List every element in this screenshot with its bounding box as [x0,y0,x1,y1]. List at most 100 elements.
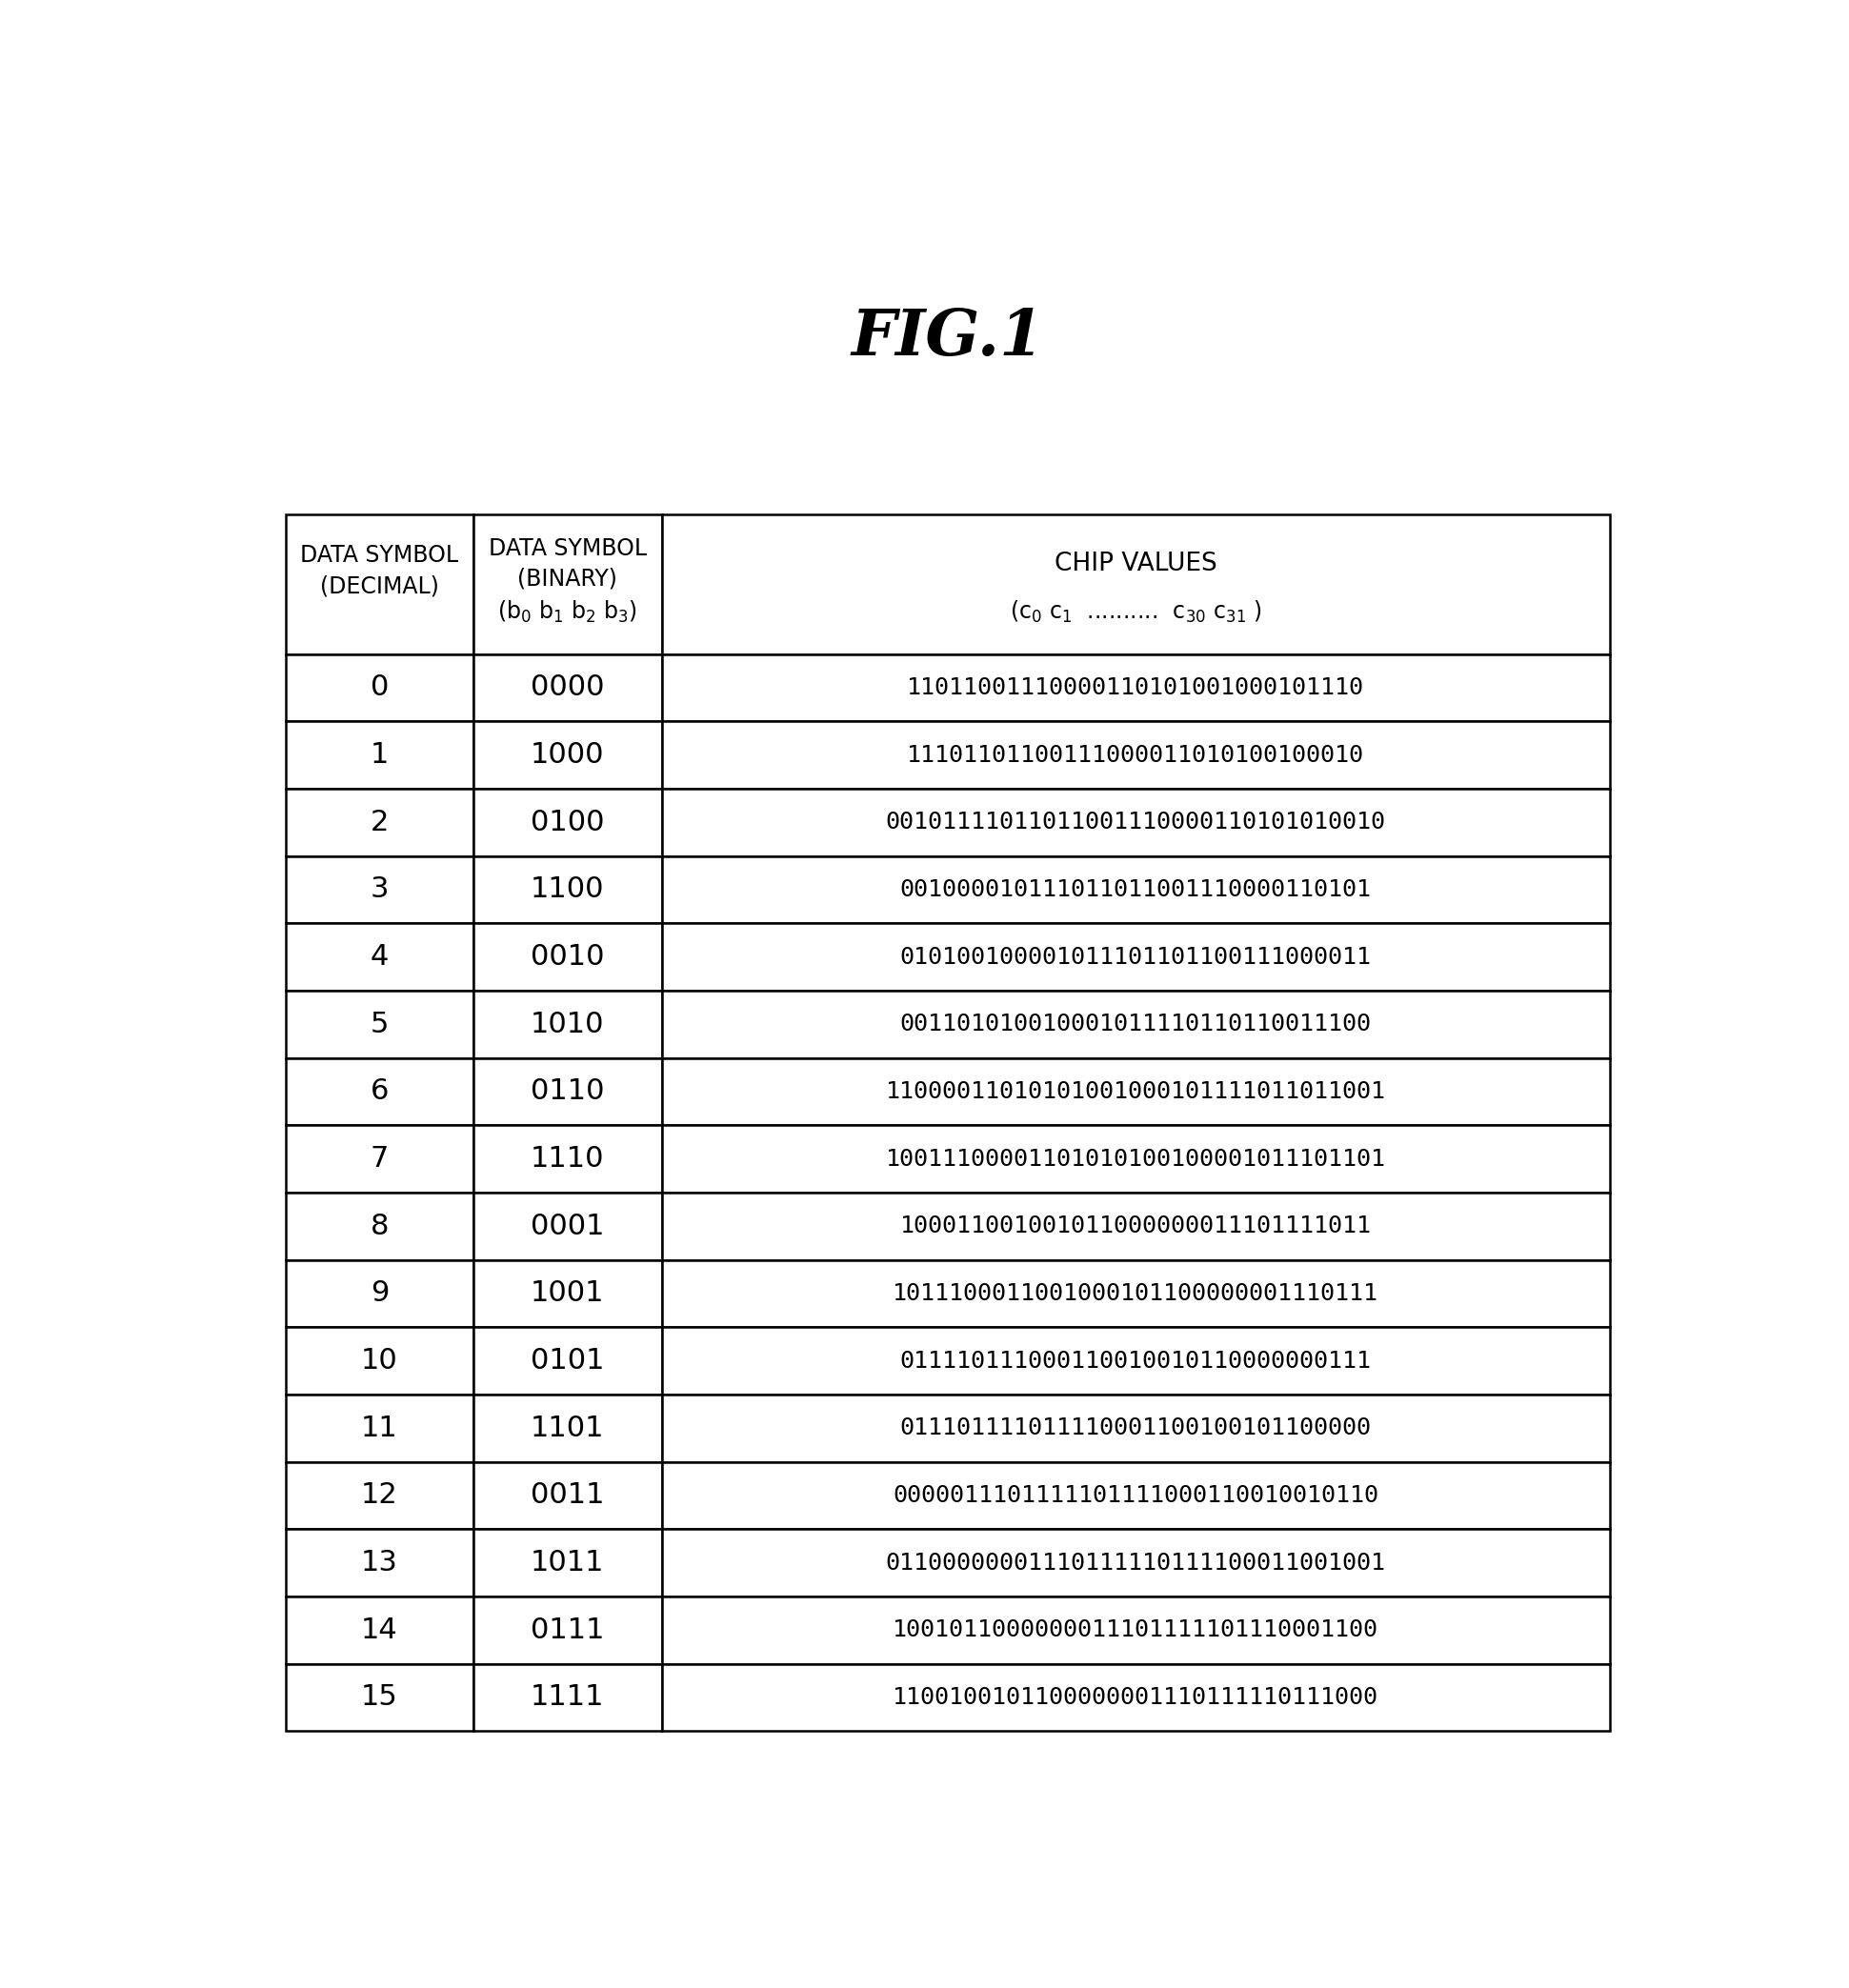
Bar [285,1193,473,1260]
Text: 14: 14 [361,1616,398,1644]
Bar [285,789,473,857]
Bar [662,722,1610,789]
Bar [473,1461,662,1529]
Text: 11000011010101001000101111011011001: 11000011010101001000101111011011001 [886,1079,1385,1103]
Bar [473,722,662,789]
Text: 1110: 1110 [531,1145,605,1173]
Bar [473,990,662,1058]
Text: DATA SYMBOL
(BINARY): DATA SYMBOL (BINARY) [488,537,647,590]
Text: 0100: 0100 [531,809,605,837]
Text: 011110111000110010010110000000111: 011110111000110010010110000000111 [900,1350,1372,1372]
Text: 0101: 0101 [531,1348,605,1374]
Text: 7: 7 [370,1145,388,1173]
Text: DATA SYMBOL
(DECIMAL): DATA SYMBOL (DECIMAL) [300,545,459,596]
Text: 0010: 0010 [531,942,605,970]
Bar [662,1529,1610,1596]
Bar [473,1596,662,1664]
Bar [285,654,473,722]
Bar [662,1394,1610,1461]
Bar [473,1193,662,1260]
Text: 01100000001110111110111100011001001: 01100000001110111110111100011001001 [886,1551,1385,1574]
Text: 1011: 1011 [531,1549,605,1576]
Text: 1100: 1100 [531,877,605,903]
Text: 1111: 1111 [531,1684,605,1712]
Text: CHIP VALUES: CHIP VALUES [1054,551,1217,577]
Bar [662,857,1610,922]
Bar [285,1058,473,1125]
Bar [662,1260,1610,1328]
Text: 9: 9 [370,1280,388,1308]
Text: 0000011101111101111000110010010110: 0000011101111101111000110010010110 [893,1483,1379,1507]
Bar [285,857,473,922]
Bar [285,1328,473,1394]
Text: 1011100011001000101100000001110111: 1011100011001000101100000001110111 [893,1282,1379,1304]
Text: 10011100001101010100100001011101101: 10011100001101010100100001011101101 [886,1147,1385,1171]
Bar [285,922,473,990]
Bar [473,1394,662,1461]
Text: 6: 6 [370,1077,388,1105]
Bar [662,922,1610,990]
Bar [473,1328,662,1394]
Text: 1001: 1001 [531,1280,605,1308]
Text: 0000: 0000 [531,674,605,702]
Bar [473,654,662,722]
Text: 12: 12 [361,1481,398,1509]
Text: 010100100001011101101100111000011: 010100100001011101101100111000011 [900,946,1372,968]
Text: 11011001110000110101001000101110: 11011001110000110101001000101110 [908,676,1365,700]
Text: 1101: 1101 [531,1413,605,1441]
Text: 00101111011011001110000110101010010: 00101111011011001110000110101010010 [886,811,1385,833]
Text: 15: 15 [361,1684,398,1712]
Text: 1000: 1000 [531,742,605,769]
Text: 1100100101100000001110111110111000: 1100100101100000001110111110111000 [893,1686,1379,1710]
Bar [662,1461,1610,1529]
Bar [662,1058,1610,1125]
Bar [285,1125,473,1193]
Bar [285,1529,473,1596]
Text: 1: 1 [370,742,388,769]
Text: 011101111011110001100100101100000: 011101111011110001100100101100000 [900,1417,1372,1439]
Text: 10: 10 [361,1348,398,1374]
Bar [662,1328,1610,1394]
Bar [473,789,662,857]
Bar [285,1596,473,1664]
Bar [285,990,473,1058]
Text: FIG.1: FIG.1 [851,306,1045,370]
Bar [473,1529,662,1596]
Text: 5: 5 [370,1010,388,1038]
Text: 3: 3 [370,877,388,903]
Bar [662,515,1610,654]
Bar [285,515,473,654]
Text: 0: 0 [370,674,388,702]
Text: 13: 13 [361,1549,398,1576]
Bar [285,722,473,789]
Bar [285,1394,473,1461]
Bar [662,1125,1610,1193]
Text: 001000010111011011001110000110101: 001000010111011011001110000110101 [900,879,1372,901]
Bar [473,1260,662,1328]
Bar [662,1193,1610,1260]
Text: 0011: 0011 [531,1481,605,1509]
Text: 8: 8 [370,1213,388,1241]
Text: 100011001001011000000011101111011: 100011001001011000000011101111011 [900,1215,1372,1239]
Text: 11: 11 [361,1413,398,1441]
Text: 001101010010001011110110110011100: 001101010010001011110110110011100 [900,1012,1372,1036]
Bar [473,515,662,654]
Bar [473,922,662,990]
Text: (c$_0$ c$_1$  ..........  c$_{30}$ c$_{31}$ ): (c$_0$ c$_1$ .......... c$_{30}$ c$_{31}… [1010,598,1261,624]
Bar [473,1058,662,1125]
Bar [473,857,662,922]
Bar [662,1664,1610,1732]
Bar [285,1664,473,1732]
Text: 0110: 0110 [531,1077,605,1105]
Text: 0001: 0001 [531,1213,605,1241]
Text: 2: 2 [370,809,388,837]
Text: (b$_0$ b$_1$ b$_2$ b$_3$): (b$_0$ b$_1$ b$_2$ b$_3$) [497,598,638,624]
Text: 11101101100111000011010100100010: 11101101100111000011010100100010 [908,744,1365,767]
Text: 1010: 1010 [531,1010,605,1038]
Bar [285,1461,473,1529]
Text: 0111: 0111 [531,1616,605,1644]
Bar [662,654,1610,722]
Bar [662,990,1610,1058]
Bar [662,789,1610,857]
Text: 1001011000000011101111101110001100: 1001011000000011101111101110001100 [893,1618,1379,1642]
